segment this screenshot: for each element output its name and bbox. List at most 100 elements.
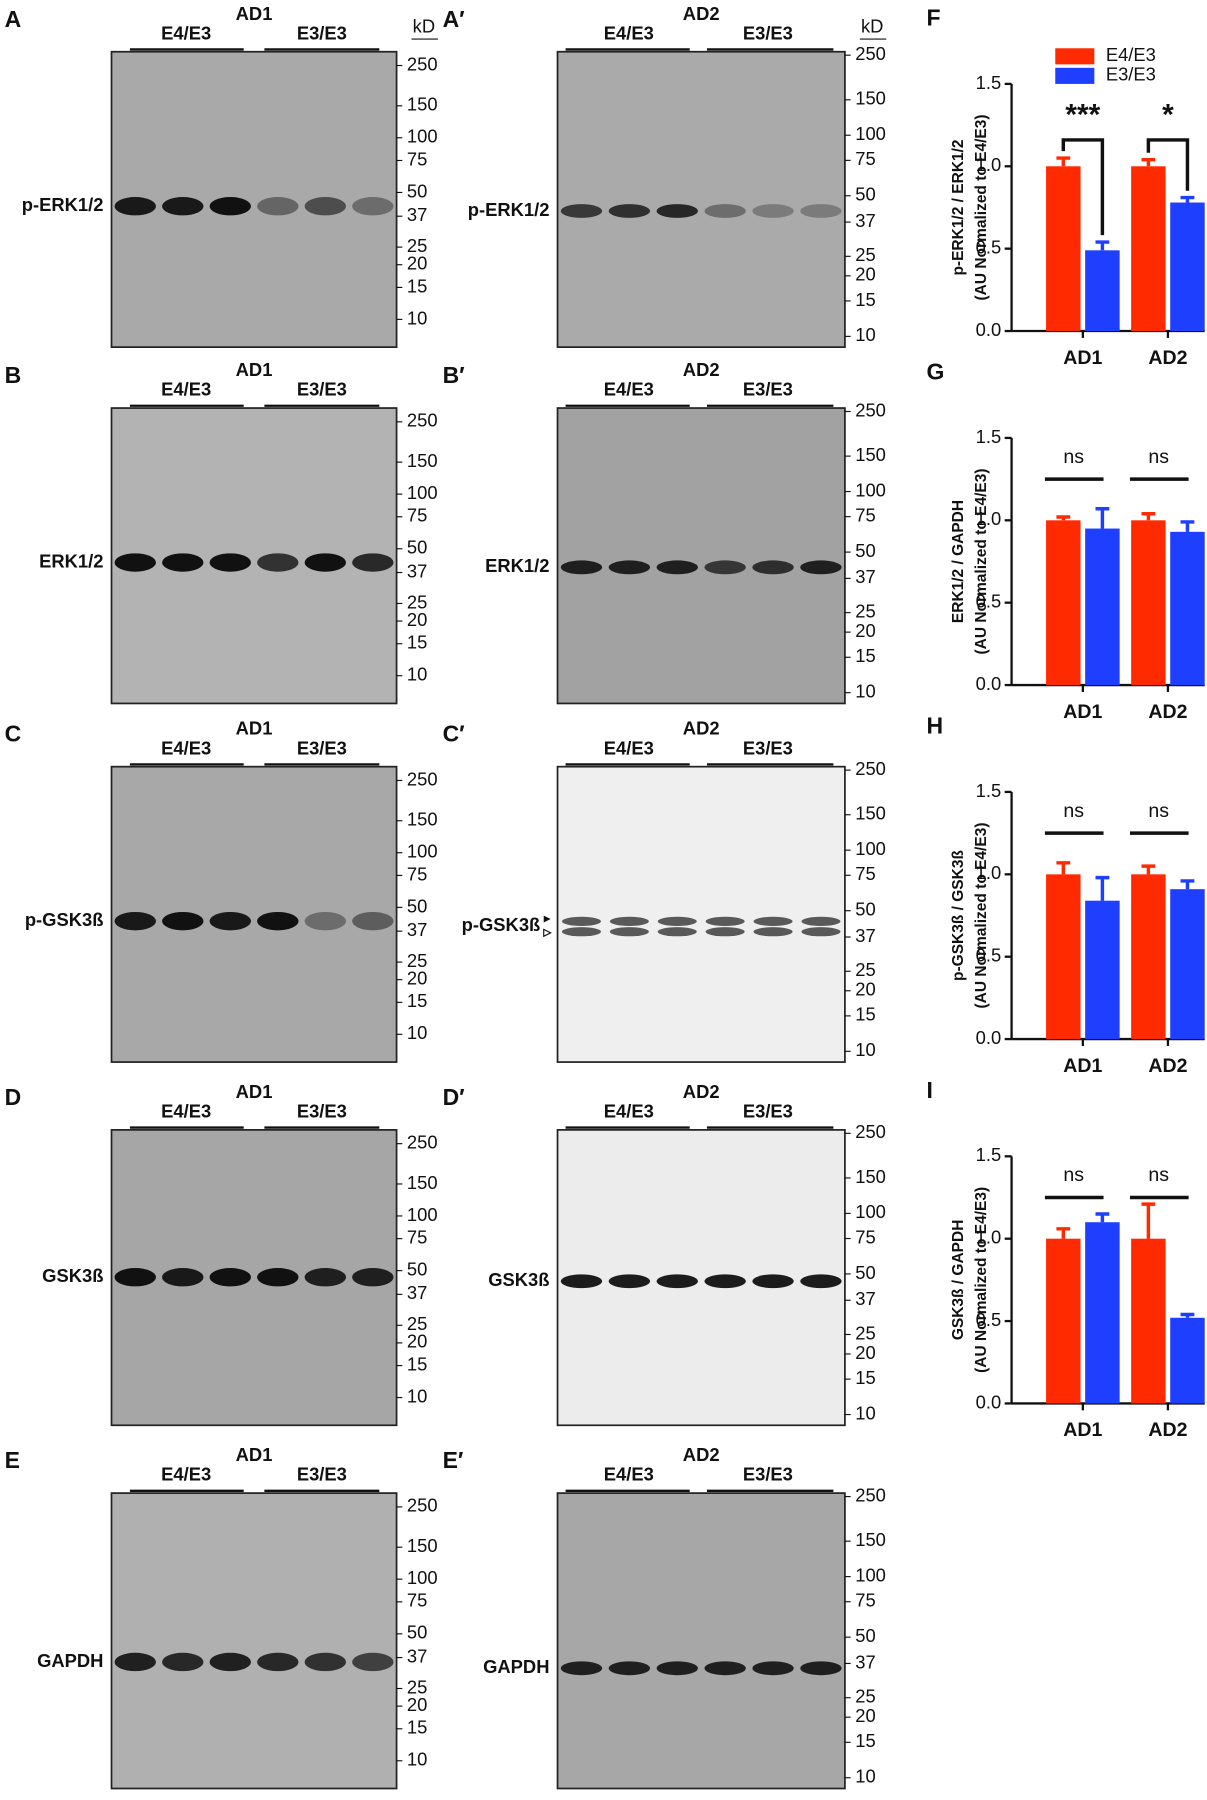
error-bar <box>1141 864 1156 875</box>
group-label: AD2 <box>683 1081 720 1102</box>
band <box>209 911 251 931</box>
group-label: AD1 <box>236 1444 273 1465</box>
marker-label: 250 <box>855 43 886 64</box>
band <box>114 553 156 572</box>
annotation: *** <box>1065 99 1100 132</box>
marker-label: 150 <box>407 94 438 115</box>
genotype-label: E3/E3 <box>743 379 793 400</box>
panel-letter: D <box>5 1084 22 1110</box>
band <box>657 916 697 926</box>
band <box>162 1652 204 1672</box>
marker-label: 75 <box>407 148 427 169</box>
band <box>114 197 156 216</box>
band <box>114 1652 156 1672</box>
y-tick-label: 1.5 <box>976 426 1002 447</box>
marker-label: 25 <box>855 959 875 980</box>
bar <box>1085 900 1120 1040</box>
marker-label: 15 <box>407 275 427 296</box>
marker-label: 150 <box>855 803 886 824</box>
band <box>304 911 347 931</box>
blot <box>556 765 846 1063</box>
band <box>752 204 794 218</box>
band <box>753 927 793 937</box>
annotation: ns <box>1148 800 1169 822</box>
marker-label: 10 <box>407 1749 427 1770</box>
legend-label: E4/E3 <box>1106 44 1156 65</box>
error-bar <box>1180 879 1195 890</box>
protein-label: GSK3ß <box>488 1269 549 1290</box>
marker-label: 250 <box>855 1484 886 1505</box>
bar <box>1085 250 1120 332</box>
marker-label: 37 <box>407 1645 427 1666</box>
marker-label: 150 <box>407 1535 438 1556</box>
marker-label: 50 <box>407 180 427 201</box>
marker-label: 25 <box>855 1686 875 1707</box>
band <box>609 927 649 937</box>
band <box>560 1274 603 1289</box>
y-tick-label: 0.5 <box>976 945 1002 966</box>
marker-label: 50 <box>407 1622 427 1643</box>
marker-label: 25 <box>407 235 427 256</box>
arrowhead <box>543 928 552 938</box>
band <box>608 1661 651 1676</box>
marker-label: 15 <box>407 1717 427 1738</box>
marker-label: 100 <box>855 123 886 144</box>
panel-letter: A <box>5 6 22 32</box>
genotype-label: E3/E3 <box>743 737 793 758</box>
marker-label: 25 <box>855 601 875 622</box>
y-tick-label: 1.0 <box>976 1227 1002 1248</box>
protein-label: p-ERK1/2 <box>468 199 550 220</box>
band <box>704 204 746 218</box>
x-tick-label: AD1 <box>1063 701 1102 723</box>
panel-letter: B′ <box>443 362 466 388</box>
x-tick-label: AD1 <box>1063 347 1102 369</box>
unit-label: kD <box>413 15 435 36</box>
marker-label: 150 <box>407 1172 438 1193</box>
band <box>656 1274 698 1289</box>
legend-swatch <box>1055 48 1095 65</box>
marker-label: 75 <box>407 1226 427 1247</box>
panel-letter: C′ <box>443 721 466 747</box>
band <box>608 560 651 575</box>
group-label: AD1 <box>236 718 273 739</box>
bar <box>1131 520 1166 686</box>
annotation: ns <box>1063 800 1084 822</box>
y-tick-label: 1.0 <box>976 508 1002 529</box>
genotype-label: E3/E3 <box>297 1464 347 1485</box>
band <box>162 197 204 216</box>
marker-label: 75 <box>407 505 427 526</box>
genotype-label: E3/E3 <box>297 737 347 758</box>
bar <box>1046 166 1081 332</box>
marker-label: 15 <box>855 1730 875 1751</box>
marker-label: 10 <box>855 1039 875 1060</box>
band <box>162 553 204 572</box>
bar <box>1046 520 1081 686</box>
protein-label: p-GSK3ß <box>462 914 541 935</box>
genotype-label: E3/E3 <box>297 22 347 43</box>
marker-label: 37 <box>407 919 427 940</box>
annotation: * <box>1162 99 1174 132</box>
marker-label: 20 <box>855 979 875 1000</box>
bar <box>1170 889 1205 1040</box>
band <box>352 197 394 216</box>
bar <box>1046 874 1081 1040</box>
marker-label: 100 <box>855 1201 886 1222</box>
panel-letter: E <box>5 1447 20 1473</box>
y-tick-label: 0.5 <box>976 237 1002 258</box>
band <box>352 1652 394 1672</box>
marker-label: 37 <box>855 210 875 231</box>
genotype-label: E3/E3 <box>743 22 793 43</box>
band <box>752 1274 794 1289</box>
band <box>561 916 602 926</box>
bar <box>1170 1317 1205 1404</box>
marker-label: 10 <box>407 664 427 685</box>
marker-label: 15 <box>407 990 427 1011</box>
marker-label: 250 <box>855 399 886 420</box>
protein-label: GAPDH <box>37 1650 103 1671</box>
x-tick-label: AD2 <box>1148 347 1187 369</box>
band <box>352 553 394 572</box>
group-label: AD1 <box>236 359 273 380</box>
marker-label: 20 <box>855 1342 875 1363</box>
marker-label: 37 <box>855 566 875 587</box>
error-bar <box>1141 157 1156 167</box>
